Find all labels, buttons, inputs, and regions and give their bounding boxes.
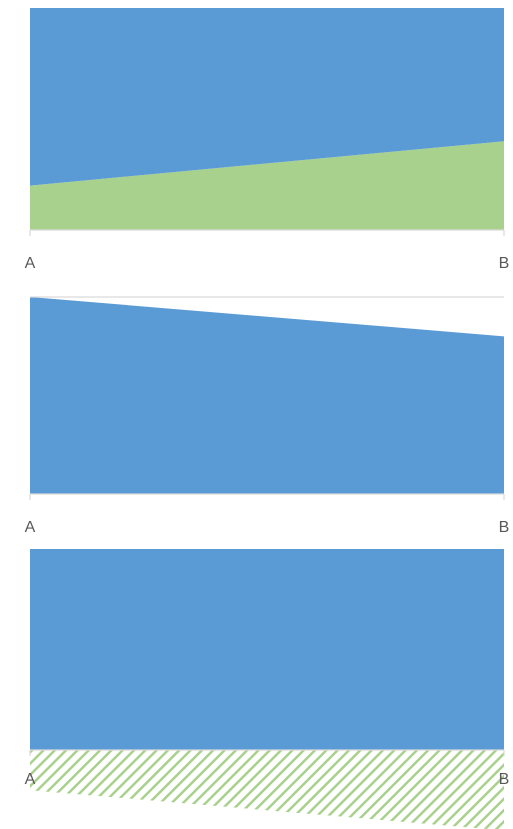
chart-1-tick-label-B: B xyxy=(499,255,510,272)
chart-3-series-1-area xyxy=(30,750,504,829)
chart-1-tick-label-A: A xyxy=(25,255,36,272)
chart-1-series-2-area xyxy=(30,8,504,186)
chart-1-series-1-area xyxy=(30,141,504,230)
chart-2-tick-label-B: B xyxy=(499,519,510,536)
chart-3-series-2-area xyxy=(30,549,504,750)
chart-3-tick-label-B: B xyxy=(499,771,510,788)
chart-2-tick-label-A: A xyxy=(25,519,36,536)
chart-3-tick-label-A: A xyxy=(25,771,36,788)
chart-2-series-1-area xyxy=(30,297,504,494)
